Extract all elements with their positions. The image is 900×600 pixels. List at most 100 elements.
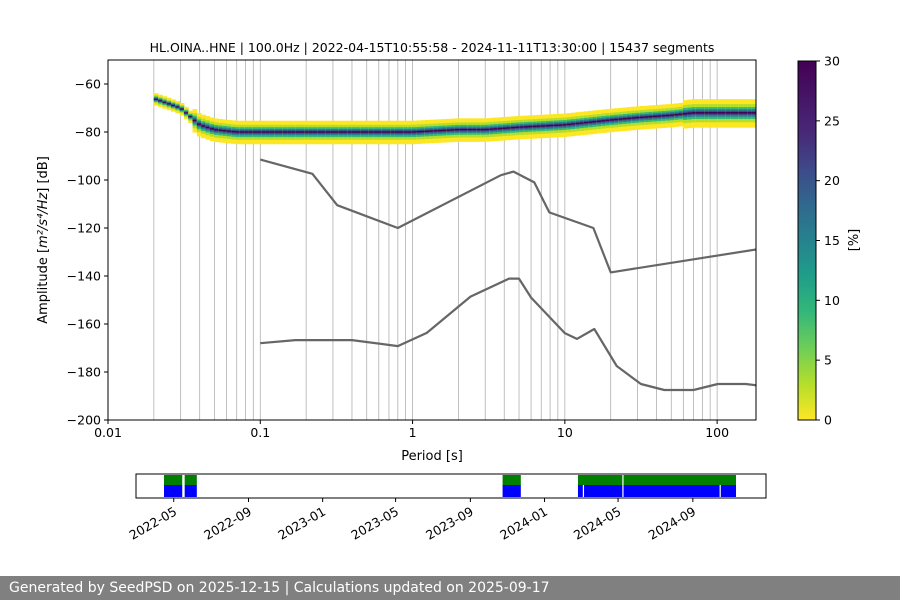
- colorbar-axis: 0 5 10 15 20 25 30: [816, 54, 840, 428]
- psd-cell: [188, 116, 193, 118]
- psd-cell: [390, 131, 396, 133]
- psd-cell: [282, 131, 288, 133]
- psd-cell: [252, 131, 258, 133]
- psd-cell: [747, 112, 753, 114]
- coverage-segment-bottom: [502, 485, 521, 497]
- psd-cell: [700, 112, 705, 114]
- psd-cell: [480, 128, 486, 131]
- footer-text: Generated by SeedPSD on 2025-12-15 | Cal…: [9, 580, 550, 596]
- psd-heatmap: [153, 93, 756, 145]
- psd-cell: [407, 131, 413, 133]
- psd-cell: [248, 131, 254, 133]
- timeline-tick-label: 2022-05: [126, 504, 179, 543]
- psd-cell: [274, 131, 279, 133]
- psd-cell: [424, 130, 430, 132]
- psd-cell: [411, 131, 417, 133]
- psd-cell: [334, 131, 340, 133]
- coverage-segment-bottom: [184, 485, 197, 497]
- coverage-segment-bottom: [164, 485, 183, 497]
- figure-canvas: HL.OINA..HNE | 100.0Hz | 2022-04-15T10:5…: [36, 40, 862, 543]
- psd-cell: [669, 114, 675, 116]
- y-axis: −60 −80 −100 −120 −140 −160 −180 −200: [67, 77, 108, 428]
- psd-cell: [351, 131, 357, 133]
- timeline-tick-label: 2024-09: [646, 504, 699, 543]
- coverage-segment-top: [502, 475, 521, 485]
- colorbar: [797, 60, 817, 421]
- y-tick-label: −120: [67, 221, 101, 236]
- psd-cell: [153, 98, 159, 100]
- y-tick-label: −100: [67, 173, 101, 188]
- psd-cell: [368, 131, 374, 133]
- psd-cell: [183, 112, 189, 114]
- psd-cell: [179, 108, 185, 110]
- psd-cell: [730, 112, 735, 114]
- y-tick-label: −200: [67, 413, 101, 428]
- psd-cell: [158, 100, 163, 102]
- psd-cell: [171, 104, 176, 106]
- coverage-segment-top: [184, 475, 197, 485]
- colorbar-tick-label: 10: [824, 293, 840, 308]
- psd-cell: [493, 128, 499, 130]
- timeline-tick-label: 2022-09: [201, 504, 254, 543]
- colorbar-tick-label: 30: [824, 54, 840, 69]
- psd-cell: [639, 116, 645, 118]
- high-noise-model-line: [260, 158, 756, 274]
- psd-cell: [450, 129, 456, 131]
- psd-cell: [657, 115, 662, 117]
- timeline-coverage: [164, 475, 736, 497]
- x-tick-label: 0.1: [250, 425, 270, 440]
- psd-cell: [416, 131, 421, 133]
- psd-cell: [459, 128, 464, 131]
- y-tick-label: −140: [67, 269, 101, 284]
- colorbar-tick-label: 0: [824, 413, 832, 428]
- chart-title: HL.OINA..HNE | 100.0Hz | 2022-04-15T10:5…: [150, 40, 715, 55]
- coverage-segment-top: [164, 475, 183, 485]
- psd-cell: [532, 125, 538, 128]
- x-axis-label: Period [s]: [401, 449, 463, 464]
- y-tick-label: −180: [67, 365, 101, 380]
- psd-cell: [558, 124, 563, 126]
- psd-cell: [674, 113, 679, 116]
- psd-cell: [717, 112, 722, 114]
- psd-cell: [502, 127, 507, 129]
- psd-cell: [743, 112, 748, 114]
- colorbar-tick-label: 25: [824, 113, 840, 128]
- psd-cell: [695, 112, 701, 114]
- psd-cell: [626, 117, 632, 120]
- psd-cell: [377, 131, 383, 133]
- colorbar-tick-label: 20: [824, 173, 840, 188]
- timeline-tick-label: 2024-05: [571, 504, 624, 543]
- psd-cell: [725, 112, 731, 114]
- psd-cell: [751, 112, 756, 114]
- psd-cell: [373, 131, 378, 133]
- psd-cell: [497, 127, 503, 130]
- psd-cell: [209, 128, 215, 130]
- psd-cell: [631, 117, 636, 119]
- psd-cell: [321, 131, 327, 133]
- psd-cell: [678, 113, 684, 115]
- psd-cell: [317, 131, 322, 133]
- psd-cell: [687, 112, 692, 115]
- psd-cell: [239, 131, 245, 133]
- timeline-tick-label: 2023-05: [348, 504, 401, 543]
- psd-cell: [386, 131, 391, 133]
- psd-cell: [489, 128, 495, 130]
- y-tick-label: −60: [75, 77, 101, 92]
- psd-cell: [476, 128, 482, 131]
- psd-cell: [583, 121, 589, 124]
- psd-cell: [708, 112, 714, 114]
- colorbar-tick-label: 15: [824, 233, 840, 248]
- psd-cell: [429, 130, 434, 132]
- x-tick-label: 0.01: [94, 425, 122, 440]
- y-axis-label: Amplitude [m²/s⁴/Hz] [dB]: [36, 156, 51, 324]
- y-tick-label: −160: [67, 317, 101, 332]
- psd-cell: [454, 128, 460, 131]
- psd-cell: [601, 120, 606, 122]
- psd-cell: [355, 131, 361, 133]
- psd-cell: [566, 123, 572, 126]
- psd-cell: [394, 131, 400, 133]
- psd-cell: [437, 129, 443, 132]
- psd-cell: [691, 112, 697, 114]
- psd-cell: [588, 121, 593, 123]
- noise-models: [260, 158, 756, 392]
